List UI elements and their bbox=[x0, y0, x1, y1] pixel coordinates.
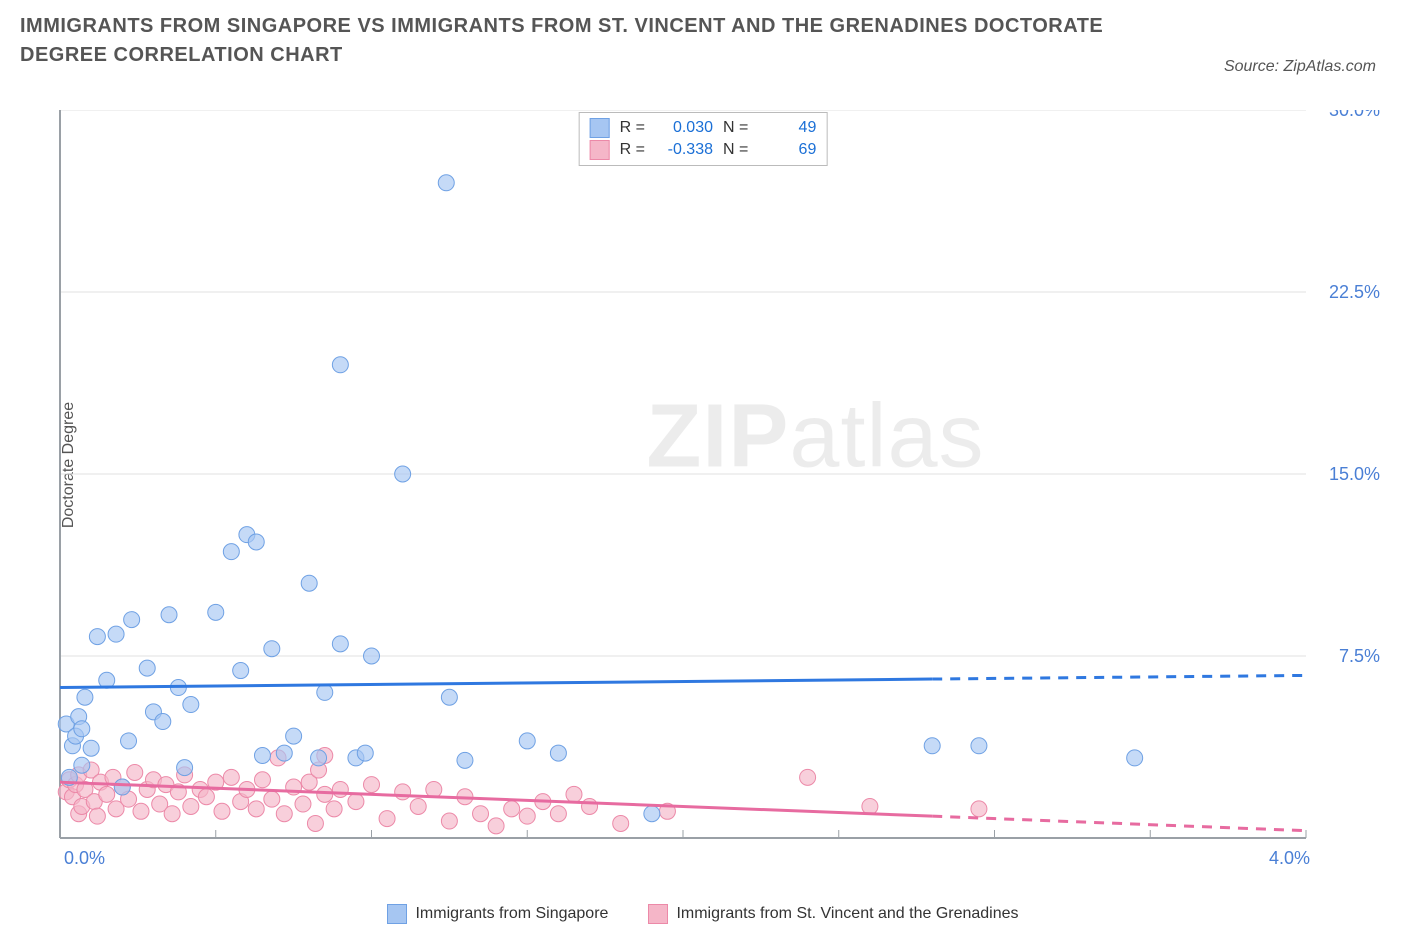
r-label: R = bbox=[620, 117, 645, 139]
swatch-singapore bbox=[590, 118, 610, 138]
svg-text:7.5%: 7.5% bbox=[1339, 646, 1380, 666]
legend-row-singapore: R = 0.030 N = 49 bbox=[590, 117, 817, 139]
series-label-singapore: Immigrants from Singapore bbox=[415, 905, 608, 923]
legend-stats: R = 0.030 N = 49 R = -0.338 N = 69 bbox=[579, 112, 828, 166]
chart-title: IMMIGRANTS FROM SINGAPORE VS IMMIGRANTS … bbox=[20, 12, 1146, 70]
legend-item-svg: Immigrants from St. Vincent and the Gren… bbox=[648, 904, 1018, 924]
series-label-svg: Immigrants from St. Vincent and the Gren… bbox=[676, 905, 1018, 923]
r-label: R = bbox=[620, 139, 645, 161]
swatch-singapore bbox=[387, 904, 407, 924]
svg-text:15.0%: 15.0% bbox=[1329, 464, 1380, 484]
svg-text:22.5%: 22.5% bbox=[1329, 282, 1380, 302]
svg-text:0.0%: 0.0% bbox=[64, 848, 105, 868]
legend-bottom: Immigrants from Singapore Immigrants fro… bbox=[0, 904, 1406, 924]
n-label: N = bbox=[723, 117, 748, 139]
swatch-svg bbox=[648, 904, 668, 924]
swatch-svg bbox=[590, 140, 610, 160]
n-label: N = bbox=[723, 139, 748, 161]
svg-text:4.0%: 4.0% bbox=[1269, 848, 1310, 868]
r-value-singapore: 0.030 bbox=[655, 117, 713, 139]
svg-text:30.0%: 30.0% bbox=[1329, 110, 1380, 120]
n-value-singapore: 49 bbox=[758, 117, 816, 139]
n-value-svg: 69 bbox=[758, 139, 816, 161]
legend-row-svg: R = -0.338 N = 69 bbox=[590, 139, 817, 161]
source-label: Source: ZipAtlas.com bbox=[1224, 58, 1376, 76]
scatter-plot: 7.5% 15.0% 22.5% 30.0% 0.0% 4.0% bbox=[50, 110, 1386, 870]
r-value-svg: -0.338 bbox=[655, 139, 713, 161]
legend-item-singapore: Immigrants from Singapore bbox=[387, 904, 608, 924]
